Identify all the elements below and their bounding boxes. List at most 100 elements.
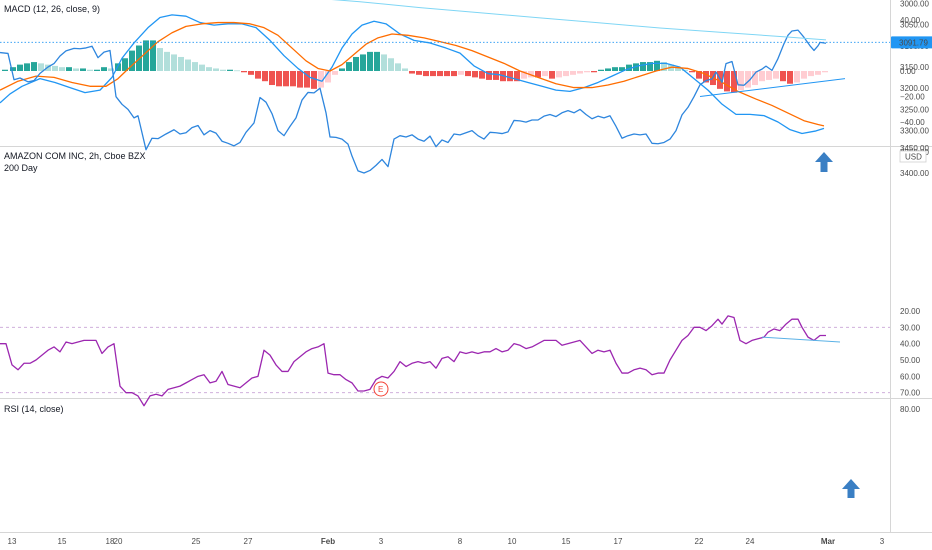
macd-histogram-bar — [395, 63, 401, 71]
macd-histogram-bar — [31, 62, 37, 71]
macd-histogram-bar — [220, 69, 226, 71]
macd-histogram-bar — [94, 69, 100, 71]
macd-histogram-bar — [66, 67, 72, 71]
macd-histogram-bar — [507, 71, 513, 82]
price-200-day-line[interactable] — [0, 0, 827, 41]
macd-histogram-bar — [178, 56, 184, 71]
macd-histogram-bar — [318, 71, 324, 88]
macd-ytick: 40.00 — [900, 16, 921, 25]
macd-histogram-bar — [10, 67, 16, 71]
time-scale-ticks: 13 15 18 20 25 27 Feb 3 8 10 15 17 22 24 Mar 3 — [8, 537, 885, 546]
macd-histogram-bar — [451, 71, 457, 77]
macd-histogram-bar — [255, 71, 261, 79]
macd-histogram-bar — [605, 68, 611, 71]
price-ytick: 3400.00 — [900, 169, 929, 178]
macd-histogram-bar — [346, 62, 352, 71]
time-scale-label: 25 — [192, 537, 201, 546]
macd-histogram-bar — [388, 58, 394, 71]
macd-histogram-bar — [325, 71, 331, 83]
macd-histogram-bar — [276, 71, 282, 87]
macd-histogram-bar — [227, 69, 233, 71]
macd-histogram-bar — [206, 67, 212, 71]
macd-ytick: −20.00 — [900, 93, 925, 102]
macd-histogram-bar — [542, 71, 548, 77]
macd-histogram-bar — [101, 67, 107, 71]
currency-badge[interactable]: USD — [899, 150, 927, 163]
macd-histogram-bar — [73, 68, 79, 71]
macd-histogram-bar — [528, 71, 534, 78]
earnings-marker[interactable]: E — [373, 381, 389, 397]
macd-histogram-bar — [164, 51, 170, 71]
macd-histogram-bar — [241, 71, 247, 73]
time-scale-label: Feb — [321, 537, 335, 546]
macd-histogram-bar — [38, 63, 44, 71]
macd-histogram-bar — [374, 51, 380, 71]
macd-histogram-bar — [598, 69, 604, 71]
macd-histogram-bar — [780, 71, 786, 82]
macd-histogram-bar — [24, 63, 30, 71]
macd-histogram-bar — [444, 71, 450, 77]
macd-histogram-bar — [199, 64, 205, 71]
up-arrow-icon — [815, 152, 833, 172]
macd-histogram-bar — [150, 40, 156, 71]
macd-histogram-bar — [752, 71, 758, 86]
time-scale-label: 3 — [880, 537, 885, 546]
time-scale-label: 15 — [562, 537, 571, 546]
macd-signal-line[interactable] — [0, 21, 825, 127]
macd-histogram-bar — [416, 71, 422, 75]
up-arrow-icon — [842, 479, 860, 498]
macd-trendline-line[interactable] — [699, 78, 846, 97]
price-ytick: 3300.00 — [900, 127, 929, 136]
time-scale-label: 8 — [458, 537, 463, 546]
macd-histogram-bar — [801, 71, 807, 79]
macd-histogram-bar — [549, 71, 555, 79]
macd-histogram-bar — [157, 48, 163, 71]
macd-histogram-bar — [129, 50, 135, 71]
macd-histogram-bar — [577, 71, 583, 74]
macd-histogram-bar — [192, 62, 198, 71]
macd-histogram-bar — [17, 64, 23, 71]
macd-histogram-bar — [479, 71, 485, 79]
rsi-ytick: 20.00 — [900, 307, 921, 316]
macd-histogram-bar — [59, 67, 65, 71]
macd-histogram-bar — [682, 69, 688, 71]
macd-histogram-bar — [283, 71, 289, 87]
macd-histogram-bar — [402, 68, 408, 71]
macd-histogram-bar — [766, 71, 772, 80]
price-pane-title: AMAZON COM INC, 2h, Cboe BZX — [4, 151, 146, 161]
macd-histogram-bar — [409, 71, 415, 74]
macd-histogram-bar — [122, 58, 128, 71]
macd-histogram-bar — [367, 51, 373, 71]
series-layer — [0, 0, 846, 407]
macd-histogram-bar — [234, 70, 240, 72]
rsi-trendline-line[interactable] — [761, 336, 841, 343]
macd-histogram-bar — [171, 54, 177, 71]
macd-histogram-bar — [787, 71, 793, 84]
macd-histogram-bar — [808, 71, 814, 77]
rsi-ytick: 40.00 — [900, 340, 921, 349]
macd-histogram-bar — [52, 65, 58, 71]
macd-ytick: 0.00 — [900, 67, 916, 76]
rsi-line-line[interactable] — [0, 315, 826, 407]
macd-histogram-bar — [339, 68, 345, 71]
macd-ytick: −40.00 — [900, 118, 925, 127]
time-scale-label: Mar — [821, 537, 835, 546]
macd-histogram-bar — [143, 40, 149, 71]
macd-histogram-bar — [661, 62, 667, 71]
price-line-line[interactable] — [0, 29, 827, 174]
time-scale-label: 15 — [58, 537, 67, 546]
macd-histogram-bar — [654, 60, 660, 71]
macd-histogram-bar — [773, 71, 779, 79]
price-ytick: 3150.00 — [900, 63, 929, 72]
last-price-tag: 3091.79 — [891, 36, 932, 49]
time-scale-label: 18 — [106, 537, 115, 546]
macd-histogram-bar — [626, 64, 632, 71]
macd-histogram-bar — [619, 67, 625, 71]
last-price-value: 3091.79 — [899, 38, 928, 47]
macd-histogram-bar — [311, 71, 317, 89]
time-scale-label: 17 — [614, 537, 623, 546]
rsi-pane-title: RSI (14, close) — [4, 404, 64, 414]
macd-histogram-bar — [87, 69, 93, 71]
macd-histogram-bar — [724, 71, 730, 92]
